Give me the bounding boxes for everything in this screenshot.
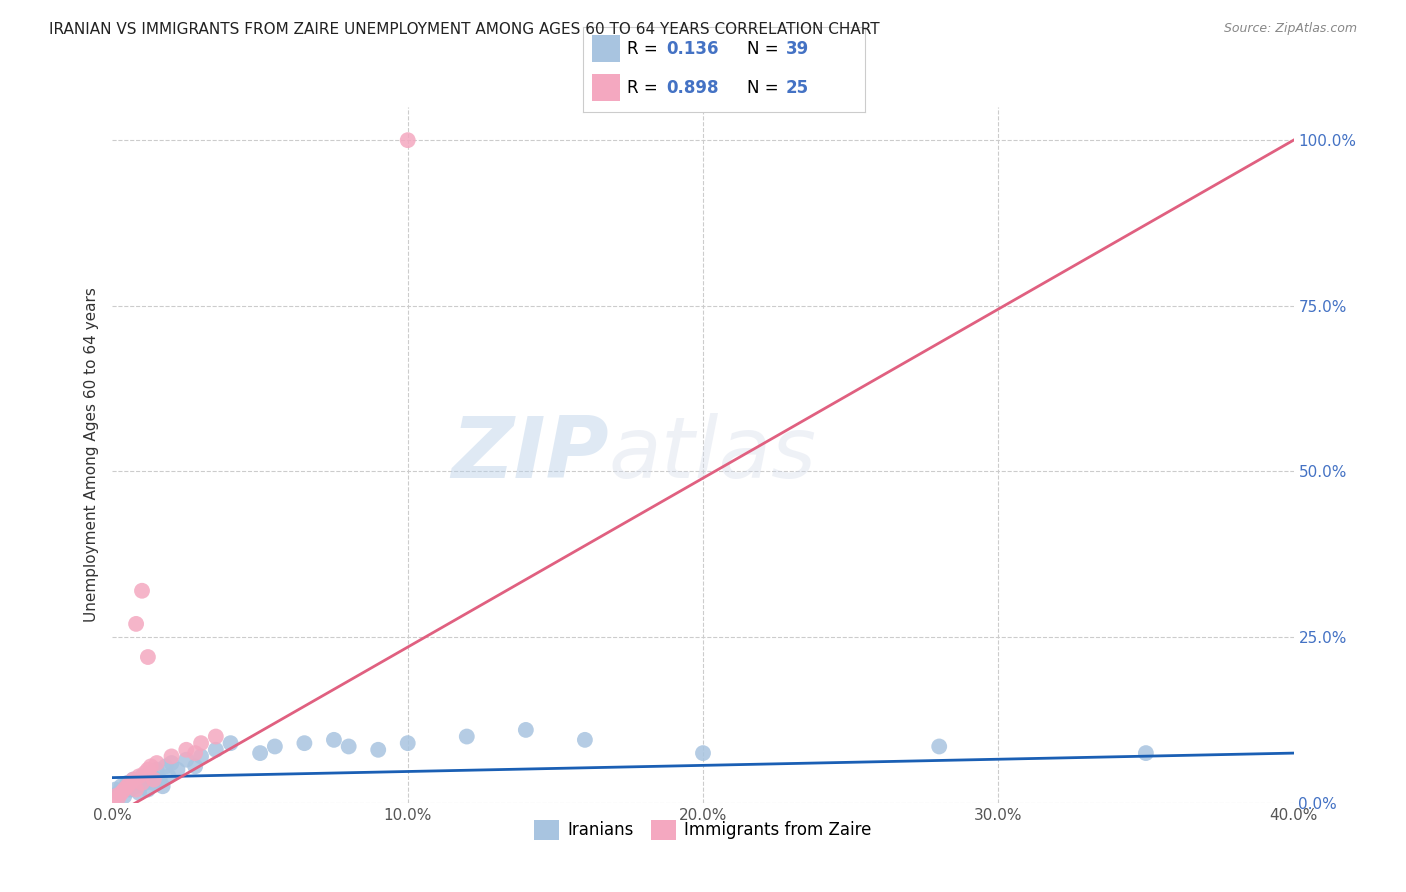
Text: ZIP: ZIP bbox=[451, 413, 609, 497]
Legend: Iranians, Immigrants from Zaire: Iranians, Immigrants from Zaire bbox=[527, 813, 879, 847]
Point bbox=[1135, 746, 1157, 760]
Point bbox=[205, 743, 228, 757]
Point bbox=[190, 749, 212, 764]
Text: N =: N = bbox=[747, 40, 783, 58]
Point bbox=[174, 743, 197, 757]
Point bbox=[149, 772, 172, 787]
Point bbox=[146, 756, 169, 770]
Text: Source: ZipAtlas.com: Source: ZipAtlas.com bbox=[1223, 22, 1357, 36]
Point bbox=[136, 763, 159, 777]
Point bbox=[131, 776, 153, 790]
Point bbox=[134, 766, 156, 780]
Point bbox=[157, 769, 180, 783]
Point bbox=[155, 759, 177, 773]
Point bbox=[928, 739, 950, 754]
Text: R =: R = bbox=[627, 78, 664, 96]
Text: IRANIAN VS IMMIGRANTS FROM ZAIRE UNEMPLOYMENT AMONG AGES 60 TO 64 YEARS CORRELAT: IRANIAN VS IMMIGRANTS FROM ZAIRE UNEMPLO… bbox=[49, 22, 880, 37]
Point bbox=[107, 786, 129, 800]
Point bbox=[136, 650, 159, 665]
Point bbox=[139, 759, 162, 773]
Text: 0.898: 0.898 bbox=[666, 78, 718, 96]
Point bbox=[205, 730, 228, 744]
Text: atlas: atlas bbox=[609, 413, 817, 497]
Y-axis label: Unemployment Among Ages 60 to 64 years: Unemployment Among Ages 60 to 64 years bbox=[83, 287, 98, 623]
Point bbox=[264, 739, 287, 754]
Point bbox=[515, 723, 537, 737]
Point bbox=[146, 763, 169, 777]
Point bbox=[112, 789, 135, 804]
Bar bbox=[592, 74, 620, 102]
Point bbox=[104, 789, 127, 804]
Point bbox=[107, 790, 129, 805]
Point bbox=[110, 779, 132, 793]
Point bbox=[160, 749, 183, 764]
Point bbox=[160, 756, 183, 770]
Point bbox=[104, 782, 127, 797]
Point bbox=[125, 782, 148, 797]
Point bbox=[396, 133, 419, 147]
Point bbox=[174, 753, 197, 767]
Point bbox=[131, 769, 153, 783]
Point bbox=[574, 732, 596, 747]
Point bbox=[219, 736, 242, 750]
Point bbox=[131, 583, 153, 598]
Point bbox=[139, 766, 162, 780]
Text: 39: 39 bbox=[786, 40, 810, 58]
Point bbox=[692, 746, 714, 760]
Point bbox=[112, 782, 135, 797]
Point bbox=[190, 736, 212, 750]
Point bbox=[120, 782, 142, 797]
Point bbox=[136, 782, 159, 797]
Point bbox=[142, 772, 165, 787]
Point bbox=[110, 786, 132, 800]
Point bbox=[337, 739, 360, 754]
Text: R =: R = bbox=[627, 40, 664, 58]
Text: 25: 25 bbox=[786, 78, 808, 96]
Point bbox=[128, 769, 150, 783]
Point bbox=[323, 732, 346, 747]
Point bbox=[122, 772, 145, 787]
Point bbox=[142, 776, 165, 790]
Point bbox=[117, 779, 138, 793]
Text: N =: N = bbox=[747, 78, 783, 96]
Point bbox=[184, 759, 207, 773]
Point bbox=[134, 776, 156, 790]
Bar bbox=[592, 36, 620, 62]
Point bbox=[125, 616, 148, 631]
Point bbox=[396, 736, 419, 750]
Point bbox=[120, 776, 142, 790]
Point bbox=[128, 786, 150, 800]
Point bbox=[367, 743, 389, 757]
Point bbox=[166, 763, 188, 777]
Point bbox=[122, 772, 145, 787]
Point bbox=[184, 746, 207, 760]
Point bbox=[125, 779, 148, 793]
Point bbox=[117, 776, 138, 790]
Point bbox=[292, 736, 315, 750]
Point bbox=[456, 730, 478, 744]
Point bbox=[249, 746, 271, 760]
Text: 0.136: 0.136 bbox=[666, 40, 718, 58]
Point bbox=[152, 779, 174, 793]
